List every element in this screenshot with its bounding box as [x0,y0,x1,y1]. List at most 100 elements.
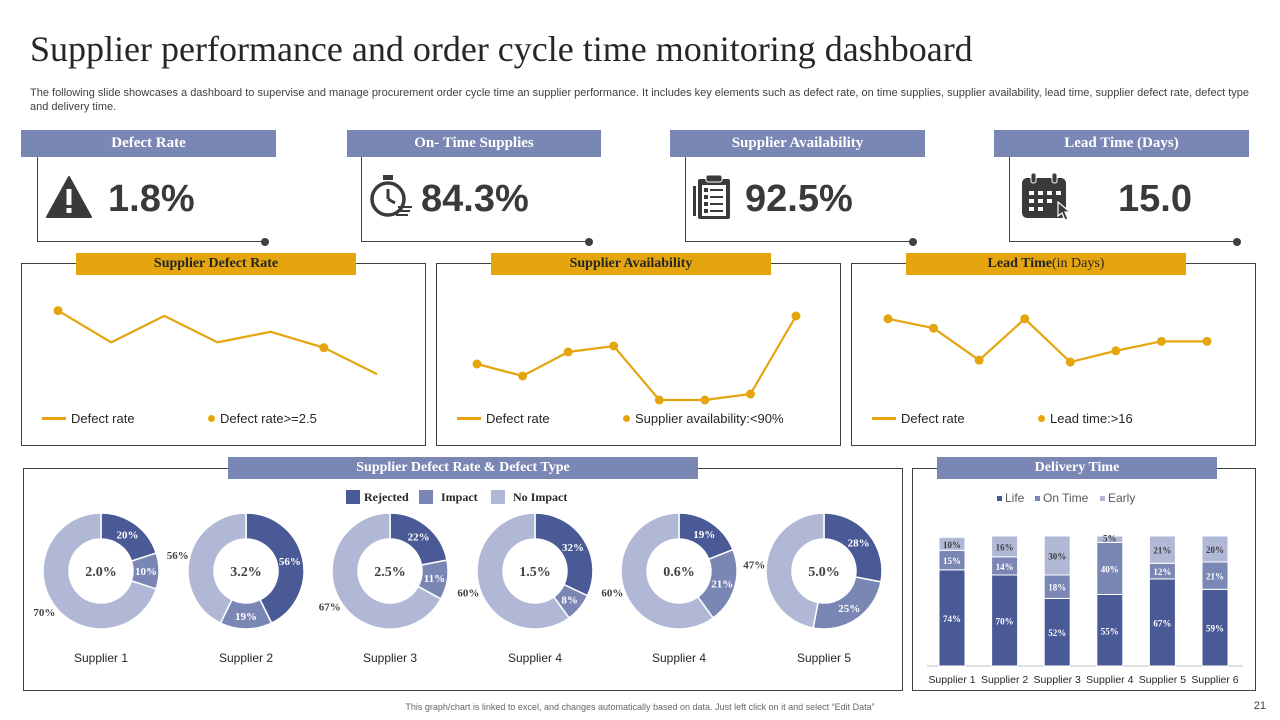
bar-segment-early [1043,535,1071,576]
bar-segment-life [938,569,966,667]
donut-slice-label: 10% [135,566,157,578]
lead-time-title-main: Lead Time [987,256,1052,271]
defect-type-panel [23,468,903,691]
donut-slice-rejected [823,512,883,583]
lead-time-panel-title: Lead Time (in Days) [906,253,1186,275]
donut-slice-label: 70% [33,607,55,619]
donut-slice-label: 60% [457,588,479,600]
bar-segment-label: 21% [1206,572,1224,582]
kpi-card-dot [909,238,917,246]
bar-segment-label: 59% [1206,624,1224,634]
bar-segment-label: 67% [1153,618,1171,628]
highlight-point [1111,346,1121,356]
legend-rejected-swatch [346,490,360,504]
bar-segment-label: 21% [1153,546,1171,556]
highlight-point [53,306,63,316]
bar-segment-label: 10% [943,540,961,550]
delivery-time-bar-chart: 74% 15% 10% Supplier 1 70% 14% 16% Supplier 2 52… [927,534,1243,686]
donut-slice-label: 25% [838,603,860,615]
bar-category-label: Supplier 6 [1191,674,1238,686]
bar-category-label: Supplier 2 [981,674,1028,686]
donut-slice-rejected [534,512,594,597]
highlight-point [563,347,573,357]
kpi-card-dot [261,238,269,246]
kpi-on-time-header: On- Time Supplies [347,130,601,157]
bar-segment-life [1201,588,1229,667]
bar-segment-early [1148,535,1176,564]
legend-defect-threshold: Defect rate>=2.5 [220,411,317,426]
bar-segment-label: 70% [996,617,1014,627]
bar-segment-label: 20% [1206,545,1224,555]
delivery-time-panel-title: Delivery Time [937,457,1217,479]
donut-slice-label: 21% [711,579,733,591]
lead-time-line-chart [883,314,1212,367]
highlight-point [1065,357,1075,367]
legend-dot-swatch [208,415,215,422]
bar-segment-label: 14% [996,562,1014,572]
defect-type-panel-title: Supplier Defect Rate & Defect Type [228,457,698,479]
calendar-icon [1022,172,1072,221]
highlight-point [1020,314,1030,324]
bar-segment-label: 40% [1101,565,1119,575]
highlight-point [609,341,619,351]
kpi-card-dot [585,238,593,246]
highlight-point [472,359,482,369]
legend-early-swatch [1100,496,1105,501]
lead-time-title-sub: (in Days) [1051,256,1105,271]
donut-supplier-label: Supplier 4 [652,651,706,665]
highlight-point [1202,336,1212,346]
lead-time-panel [851,263,1256,446]
kpi-lead-time-header: Lead Time (Days) [994,130,1249,157]
defect-type-donut-charts: 20% 10% 70% 2.0% Supplier 1 56% 19% 56% 3.2% Supp… [33,512,883,665]
donut-slice-label: 32% [562,542,584,554]
legend-no-impact: No Impact [513,490,568,504]
legend-line-swatch [457,417,481,420]
legend-on-time: On Time [1043,491,1089,505]
bar-category-label: Supplier 3 [1034,674,1081,686]
donut-slice-no-impact [765,512,825,629]
kpi-defect-rate-header: Defect Rate [21,130,276,157]
delivery-time-panel [912,468,1256,691]
page-title: Supplier performance and order cycle tim… [30,29,973,69]
donut-slice-label: 19% [235,611,257,623]
bar-segment-early [938,536,966,551]
highlight-point [929,323,939,333]
donut-center-value: 2.0% [85,565,117,580]
donut-supplier-label: Supplier 3 [363,651,417,665]
bar-segment-label: 55% [1101,626,1119,636]
page-number: 21 [1253,700,1266,712]
highlight-point [518,371,528,381]
donut-slice-label: 67% [319,602,341,614]
donut-slice-no-impact [620,512,715,630]
legend-line-swatch [42,417,66,420]
legend-availability-threshold: Supplier availability:<90% [635,411,784,426]
defect-rate-line-chart [53,306,378,376]
bar-segment-on-time [1096,542,1124,595]
bar-segment-early [1201,535,1229,563]
bar-segment-label: 5% [1103,534,1117,544]
legend-defect-rate: Defect rate [486,411,550,426]
bar-segment-label: 16% [996,542,1014,552]
kpi-lead-time-card [1009,157,1237,242]
bar-segment-life [991,574,1019,667]
donut-slice-label: 47% [743,559,765,571]
highlight-point [700,395,710,405]
highlight-point [745,389,755,399]
warning-icon [46,176,92,218]
series-line [57,309,378,376]
kpi-on-time-card [361,157,589,242]
highlight-point [791,311,801,321]
highlight-point [319,343,329,353]
kpi-card-dot [1233,238,1241,246]
donut-center-value: 3.2% [230,565,262,580]
legend-dot-swatch [1038,415,1045,422]
donut-center-value: 0.6% [663,565,695,580]
legend-early: Early [1108,491,1136,505]
kpi-defect-rate-value: 1.8% [108,178,195,220]
donut-supplier-label: Supplier 1 [74,651,128,665]
highlight-point [1156,336,1166,346]
defect-rate-panel-title: Supplier Defect Rate [76,253,356,275]
legend-rejected: Rejected [364,490,409,504]
kpi-on-time-value: 84.3% [421,178,529,220]
availability-panel-title: Supplier Availability [491,253,771,275]
